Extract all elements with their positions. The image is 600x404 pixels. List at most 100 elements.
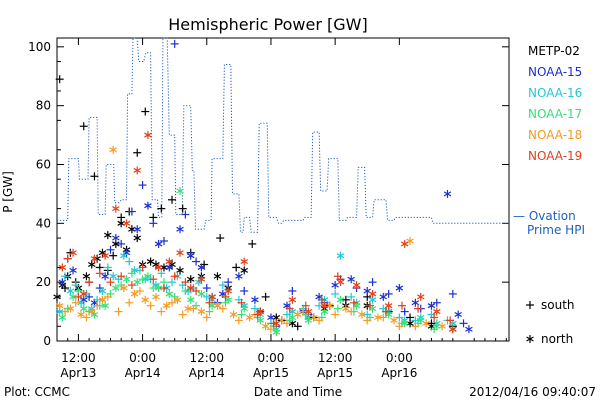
data-point-south xyxy=(168,278,177,287)
data-point-north xyxy=(197,275,206,284)
data-point-north xyxy=(122,275,131,284)
data-point-south xyxy=(133,148,142,157)
legend-entry: NOAA-19 xyxy=(528,149,582,163)
data-point-south xyxy=(127,281,136,290)
data-point-north xyxy=(66,304,75,313)
data-point-south xyxy=(178,204,187,213)
data-point-north xyxy=(336,251,345,260)
data-point-south xyxy=(331,289,340,298)
data-point-south xyxy=(266,325,275,334)
legend-entry: NOAA-15 xyxy=(528,65,582,79)
data-point-south xyxy=(430,313,439,322)
x-tick-label-date: Apr14 xyxy=(189,366,225,380)
data-point-north xyxy=(130,289,139,298)
data-point-north xyxy=(395,284,404,293)
data-point-south xyxy=(202,284,211,293)
data-point-north xyxy=(422,319,430,328)
data-point-south xyxy=(138,263,147,272)
data-point-south xyxy=(192,257,201,266)
data-point-south xyxy=(149,219,158,228)
data-point-north xyxy=(186,284,195,293)
data-point-north xyxy=(133,225,142,234)
legend-north-symbol xyxy=(526,335,534,343)
data-point-north xyxy=(77,310,85,319)
data-point-south xyxy=(178,310,187,319)
data-point-north xyxy=(272,319,281,328)
data-point-south xyxy=(202,313,211,322)
data-point-south xyxy=(90,172,99,181)
ovation-hpi-line xyxy=(57,37,509,233)
data-point-north xyxy=(336,295,345,304)
data-point-south xyxy=(315,316,324,325)
data-point-north xyxy=(213,272,222,281)
data-point-south xyxy=(93,301,102,310)
data-point-north xyxy=(120,251,128,260)
data-point-north xyxy=(66,286,75,295)
data-point-south xyxy=(103,263,112,272)
data-point-south xyxy=(232,263,241,272)
data-point-south xyxy=(55,75,64,84)
data-point-north xyxy=(186,295,195,304)
data-point-north xyxy=(368,289,377,298)
data-point-north xyxy=(245,313,254,322)
data-point-north xyxy=(251,295,259,304)
data-point-north xyxy=(133,278,142,287)
data-point-south xyxy=(347,307,356,316)
data-point-south xyxy=(168,195,177,204)
data-point-south xyxy=(168,298,177,307)
data-point-north xyxy=(213,301,222,310)
y-axis-label: P [GW] xyxy=(1,171,15,213)
x-tick-label-time: 12:00 xyxy=(189,351,224,365)
data-point-north xyxy=(374,313,382,322)
data-point-north xyxy=(112,234,120,243)
timestamp: 2012/04/16 09:40:07 xyxy=(469,385,596,399)
chart-title: Hemispheric Power [GW] xyxy=(168,15,367,34)
data-point-south xyxy=(157,269,166,278)
data-point-north xyxy=(411,298,420,307)
data-point-south xyxy=(283,319,292,328)
x-tick-label-date: Apr14 xyxy=(125,366,161,380)
data-point-north xyxy=(320,301,329,310)
data-point-north xyxy=(235,272,243,281)
data-point-north xyxy=(98,295,107,304)
data-point-south xyxy=(205,298,214,307)
legend-ovation-line1: — Ovation xyxy=(513,209,576,223)
x-tick-label-time: 0:00 xyxy=(386,351,413,365)
data-point-south xyxy=(395,313,404,322)
data-point-north xyxy=(288,295,297,304)
data-point-north xyxy=(400,319,409,328)
data-point-south xyxy=(189,304,198,313)
data-point-north xyxy=(58,313,67,322)
data-point-south xyxy=(381,307,390,316)
data-point-south xyxy=(283,310,292,319)
data-point-north xyxy=(58,278,67,287)
data-point-north xyxy=(117,219,125,228)
data-point-north xyxy=(229,310,238,319)
y-tick-label: 0 xyxy=(43,334,51,348)
data-point-south xyxy=(285,304,294,313)
data-point-south xyxy=(363,316,372,325)
data-point-south xyxy=(149,275,158,284)
data-point-north xyxy=(240,304,248,313)
data-point-south xyxy=(85,278,94,287)
data-point-north xyxy=(379,292,388,301)
legend-ovation-line2: Prime HPI xyxy=(527,223,585,237)
data-point-south xyxy=(293,322,302,331)
data-point-north xyxy=(390,316,398,325)
data-point-north xyxy=(347,275,355,284)
data-point-south xyxy=(141,107,150,116)
data-point-south xyxy=(414,304,423,313)
data-point-north xyxy=(104,231,112,240)
data-point-south xyxy=(221,292,230,301)
data-point-south xyxy=(138,181,147,190)
data-point-north xyxy=(55,301,64,310)
data-point-south xyxy=(181,210,190,219)
legend-north-label: north xyxy=(541,332,573,346)
data-point-north xyxy=(465,325,473,334)
data-point-north xyxy=(141,295,150,304)
data-point-south xyxy=(114,307,123,316)
data-point-north xyxy=(449,325,457,334)
data-point-south xyxy=(192,286,201,295)
data-point-north xyxy=(69,248,77,257)
